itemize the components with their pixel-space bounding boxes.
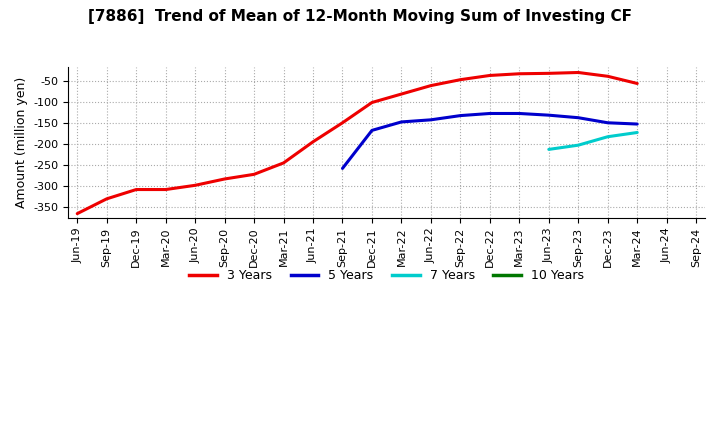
Line: 3 Years: 3 Years bbox=[77, 73, 637, 214]
5 Years bbox=[368, 128, 377, 133]
Legend: 3 Years, 5 Years, 7 Years, 10 Years: 3 Years, 5 Years, 7 Years, 10 Years bbox=[184, 264, 589, 287]
3 Years bbox=[309, 139, 318, 144]
5 Years bbox=[456, 113, 464, 118]
5 Years bbox=[633, 121, 642, 127]
3 Years bbox=[132, 187, 140, 192]
3 Years bbox=[250, 172, 258, 177]
3 Years bbox=[338, 120, 347, 125]
3 Years bbox=[191, 183, 199, 188]
7 Years bbox=[633, 130, 642, 135]
3 Years bbox=[426, 83, 435, 88]
7 Years bbox=[544, 147, 553, 152]
5 Years bbox=[338, 166, 347, 171]
3 Years bbox=[603, 73, 612, 79]
3 Years bbox=[73, 211, 81, 216]
3 Years bbox=[544, 71, 553, 76]
7 Years bbox=[603, 134, 612, 139]
3 Years bbox=[515, 71, 523, 77]
5 Years bbox=[485, 111, 494, 116]
Line: 7 Years: 7 Years bbox=[549, 132, 637, 150]
5 Years bbox=[397, 119, 406, 125]
Line: 5 Years: 5 Years bbox=[343, 114, 637, 169]
3 Years bbox=[456, 77, 464, 82]
5 Years bbox=[515, 111, 523, 116]
Text: [7886]  Trend of Mean of 12-Month Moving Sum of Investing CF: [7886] Trend of Mean of 12-Month Moving … bbox=[88, 9, 632, 24]
5 Years bbox=[574, 115, 582, 121]
3 Years bbox=[574, 70, 582, 75]
5 Years bbox=[544, 113, 553, 118]
3 Years bbox=[102, 196, 111, 202]
3 Years bbox=[485, 73, 494, 78]
3 Years bbox=[633, 81, 642, 86]
3 Years bbox=[368, 100, 377, 105]
5 Years bbox=[426, 117, 435, 122]
3 Years bbox=[161, 187, 170, 192]
3 Years bbox=[397, 92, 406, 97]
5 Years bbox=[603, 120, 612, 125]
3 Years bbox=[220, 176, 229, 182]
Y-axis label: Amount (million yen): Amount (million yen) bbox=[15, 77, 28, 208]
3 Years bbox=[279, 160, 288, 165]
7 Years bbox=[574, 143, 582, 148]
